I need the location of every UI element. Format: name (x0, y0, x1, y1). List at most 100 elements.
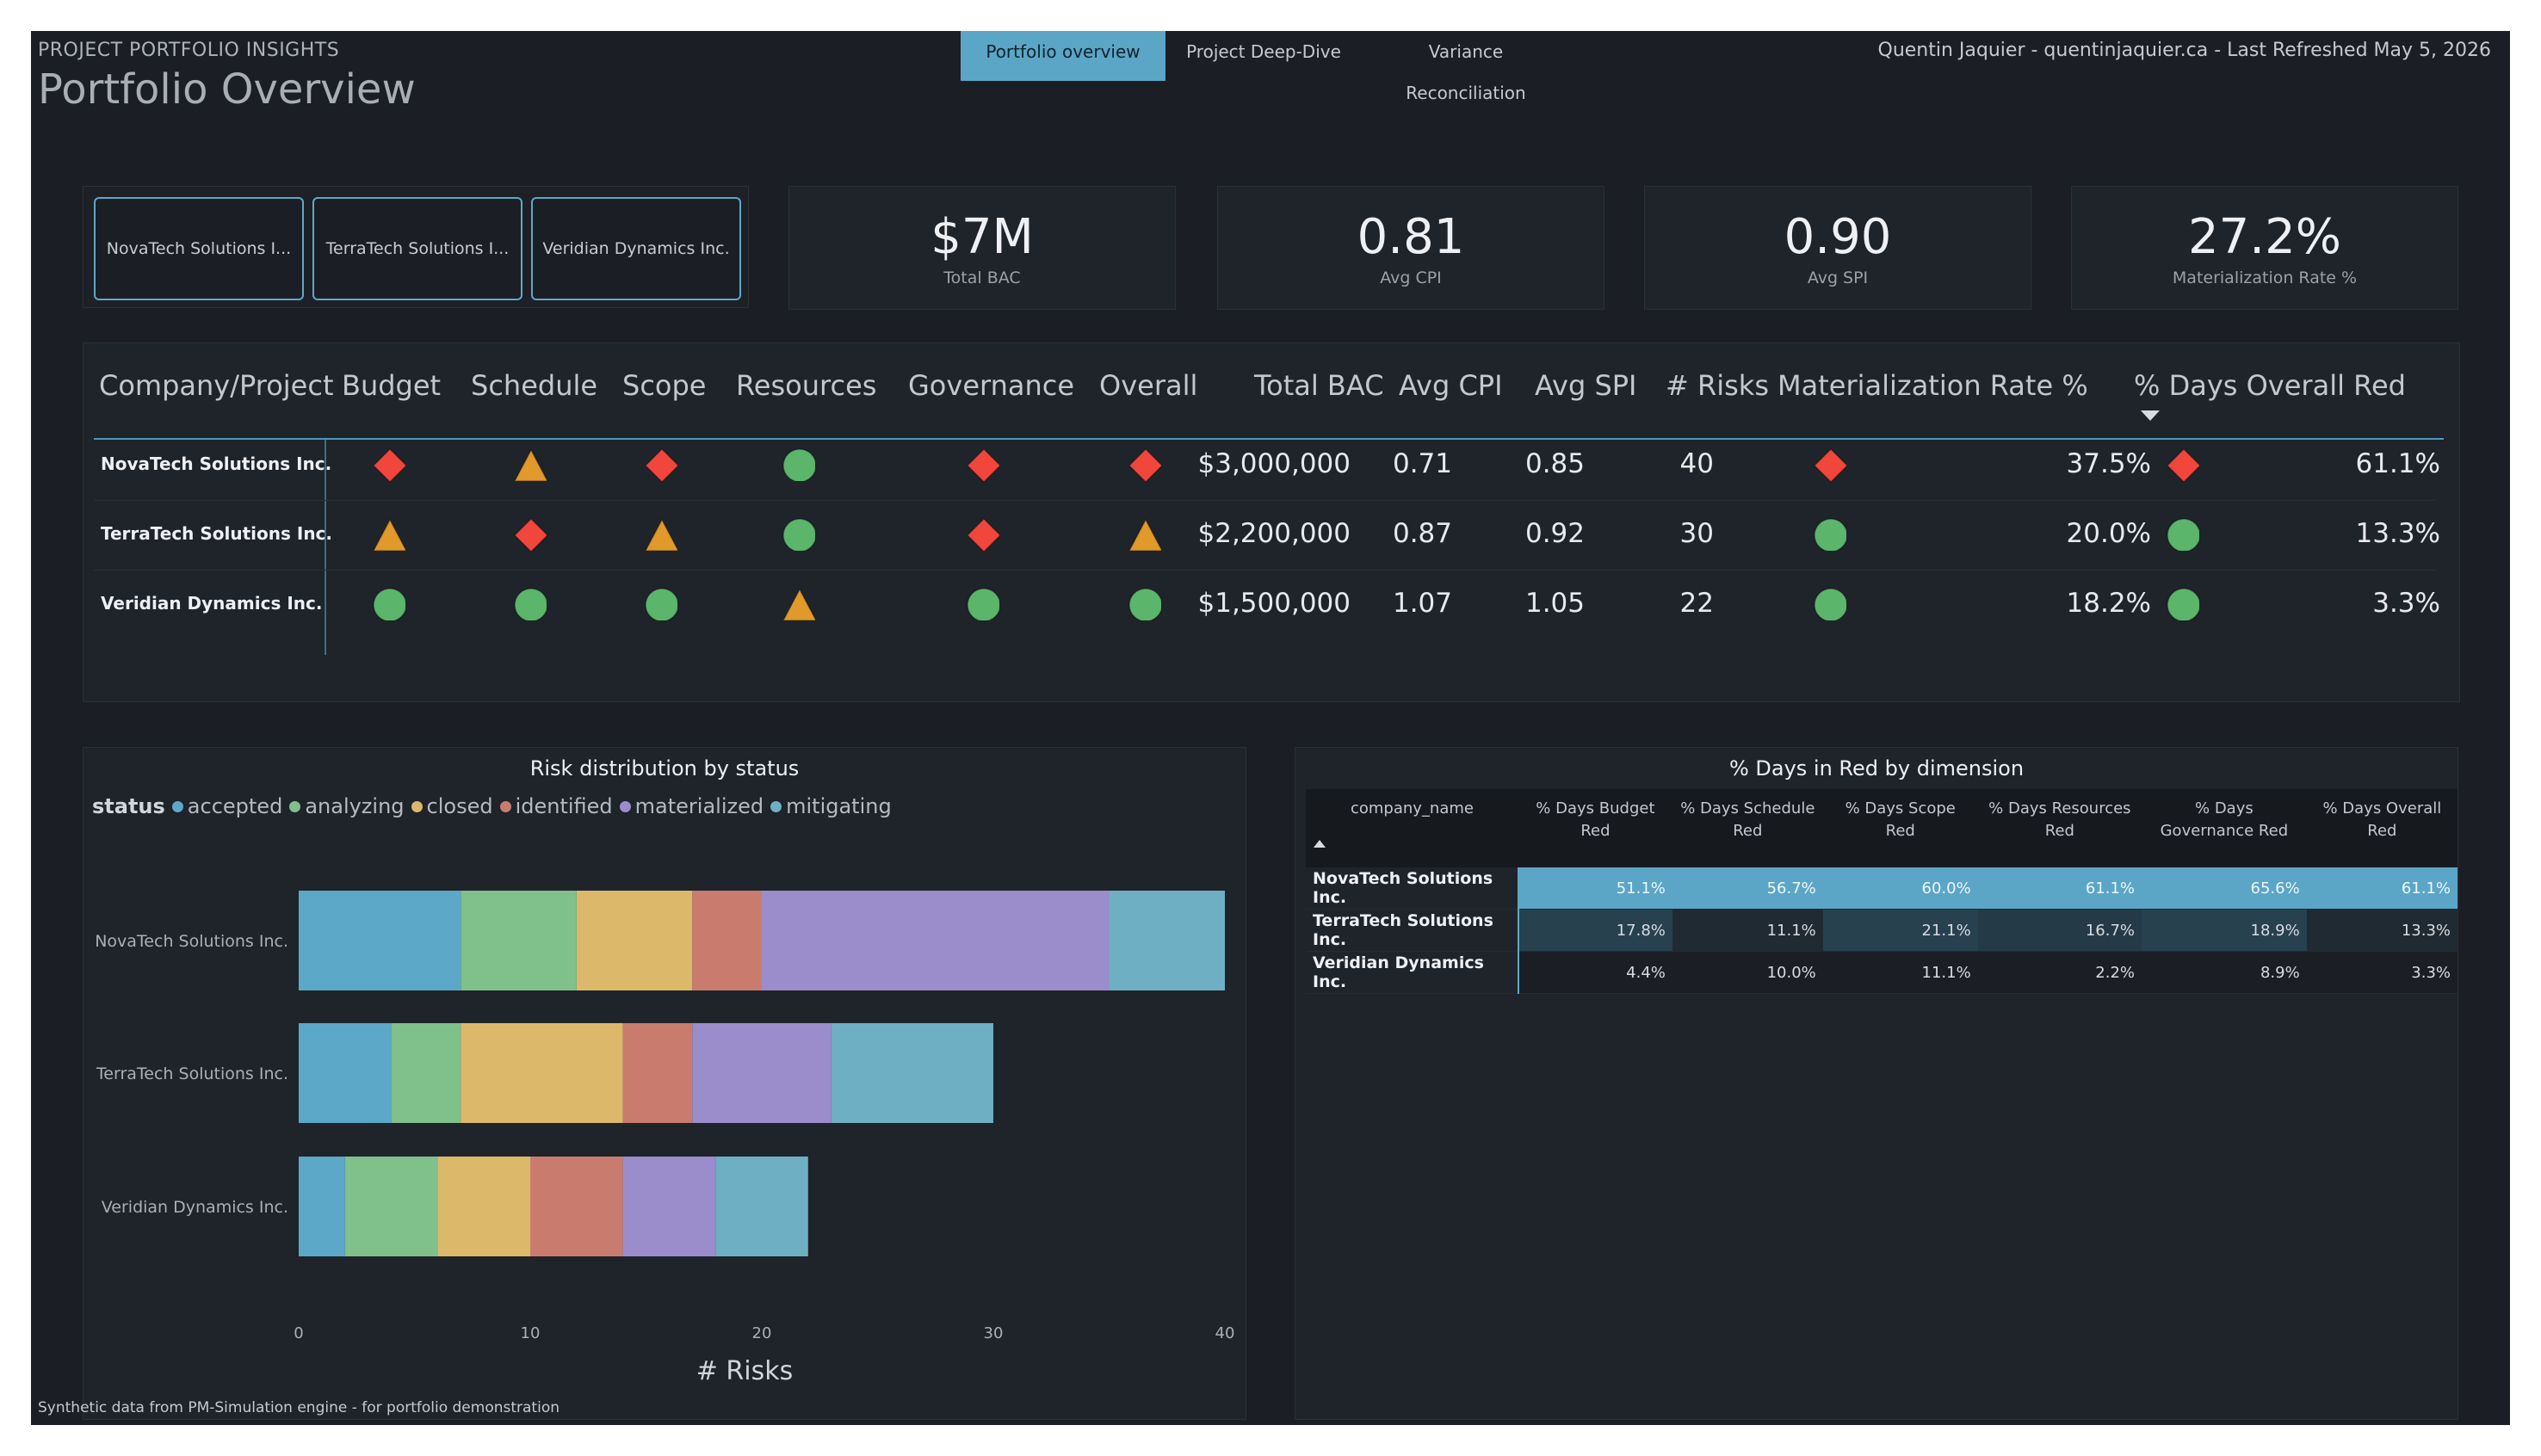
col-header-governance[interactable]: Governance (908, 369, 1075, 402)
bar-segment-mitigating[interactable] (1109, 891, 1226, 990)
bar-segment-analyzing[interactable] (391, 1023, 461, 1123)
row-company-name[interactable]: TerraTech Solutions Inc. (1306, 909, 1519, 952)
col-header-pct-6[interactable]: % Days Overall Red (2306, 789, 2458, 867)
col-header-label: % Days Resources Red (1988, 799, 2131, 840)
col-header-materialization-rate[interactable]: Materialization Rate % (1777, 369, 2088, 402)
col-header-pct-3[interactable]: % Days Scope Red (1822, 789, 1978, 867)
pct-cell: 10.0% (1672, 951, 1823, 994)
col-header-budget[interactable]: Budget (342, 369, 442, 402)
bar-segment-closed[interactable] (437, 1157, 530, 1256)
col-header-resources[interactable]: Resources (736, 369, 877, 402)
cell-materialization-rate: 20.0% (2066, 518, 2151, 549)
legend-item-materialized[interactable]: materialized (619, 794, 764, 818)
bar-segment-materialized[interactable] (692, 1023, 832, 1123)
row-divider (94, 570, 2435, 571)
bar-segment-mitigating[interactable] (715, 1157, 808, 1256)
col-header-company-name[interactable]: company_name (1306, 789, 1518, 867)
cell-total-bac: $3,000,000 (1197, 448, 1351, 479)
col-header-label: company_name (1350, 799, 1474, 817)
kpi-materialization-rate: 27.2% Materialization Rate % (2071, 186, 2458, 310)
col-header-scope[interactable]: Scope (622, 369, 707, 402)
chart-plot: NovaTech Solutions Inc. TerraTech Solutio… (95, 891, 1235, 1386)
bar-segment-analyzing[interactable] (461, 891, 577, 990)
bar-segment-accepted[interactable] (299, 1157, 345, 1256)
red-diamond-icon (372, 447, 405, 481)
legend-item-identified[interactable]: identified (499, 794, 613, 818)
legend-item-accepted[interactable]: accepted (171, 794, 283, 818)
pct-cell: 17.8% (1518, 909, 1672, 952)
bar-segment-identified[interactable] (622, 1023, 693, 1123)
row-company-name[interactable]: Veridian Dynamics Inc. (101, 593, 323, 614)
amber-triangle-icon (373, 518, 405, 551)
sort-asc-icon[interactable] (1314, 839, 1326, 848)
tab-portfolio-overview[interactable]: Portfolio overview (961, 31, 1165, 81)
row-company-name[interactable]: TerraTech Solutions Inc. (101, 523, 333, 544)
col-header-label: % Days Overall Red (2322, 799, 2442, 840)
filter-veridian-button[interactable]: Veridian Dynamics Inc. (531, 197, 741, 300)
bar-segment-materialized[interactable] (622, 1157, 716, 1256)
col-header-risks[interactable]: # Risks (1666, 369, 1769, 402)
red-diamond-icon (644, 447, 677, 481)
bar-segment-closed[interactable] (461, 1023, 623, 1123)
app-subtitle: PROJECT PORTFOLIO INSIGHTS (38, 40, 340, 61)
col-header-pct-1[interactable]: % Days Budget Red (1518, 789, 1672, 867)
row-company-name[interactable]: Veridian Dynamics Inc. (1306, 951, 1519, 994)
table-row[interactable]: TerraTech Solutions Inc. 17.8% 11.1% 21.1% 1… (1306, 909, 2458, 952)
table-row[interactable]: Veridian Dynamics Inc. 4.4% 10.0% 11.1% 2.2%… (1306, 951, 2458, 994)
kpi-total-bac: $7M Total BAC (788, 186, 1176, 310)
col-header-company[interactable]: Company/Project (99, 369, 334, 402)
bar-segment-identified[interactable] (530, 1157, 623, 1256)
col-header-schedule[interactable]: Schedule (471, 369, 598, 402)
bar-segment-mitigating[interactable] (831, 1023, 993, 1123)
cell-total-bac: $1,500,000 (1197, 588, 1351, 619)
col-header-total-bac[interactable]: Total BAC (1254, 369, 1384, 402)
legend-item-closed[interactable]: closed (411, 794, 493, 818)
tab-project-deep-dive[interactable]: Project Deep-Dive (1186, 41, 1341, 62)
pct-table-body: NovaTech Solutions Inc. 51.1% 56.7% 60.0% 61… (1306, 867, 2458, 994)
filter-terratech-button[interactable]: TerraTech Solutions I... (312, 197, 522, 300)
x-tick-label: 0 (294, 1324, 303, 1342)
row-company-name[interactable]: NovaTech Solutions Inc. (101, 453, 332, 474)
green-circle-icon (645, 588, 677, 620)
col-header-days-overall-red[interactable]: % Days Overall Red (2134, 369, 2406, 402)
tab-variance-reconciliation[interactable]: Variance Reconciliation (1406, 41, 1526, 103)
col-header-avg-spi[interactable]: Avg SPI (1535, 369, 1637, 402)
row-company-name[interactable]: NovaTech Solutions Inc. (1306, 867, 1519, 910)
kpi-label: Materialization Rate % (2172, 268, 2358, 287)
bar-segment-accepted[interactable] (299, 1023, 392, 1123)
table-row[interactable]: NovaTech Solutions Inc. 51.1% 56.7% 60.0% 61… (1306, 867, 2458, 910)
legend-swatch (289, 801, 301, 812)
bar-segment-analyzing[interactable] (344, 1157, 438, 1256)
pct-table-header-row: company_name % Days Budget Red % Days Sche… (1306, 789, 2458, 867)
red-diamond-icon (2166, 447, 2199, 481)
bar-segment-accepted[interactable] (299, 891, 461, 990)
x-tick-label: 40 (1215, 1324, 1235, 1342)
legend-swatch (770, 801, 782, 812)
bar-segment-identified[interactable] (692, 891, 762, 990)
legend-label: accepted (187, 794, 283, 818)
bar-segment-materialized[interactable] (762, 891, 1110, 990)
amber-triangle-icon (645, 518, 677, 551)
x-axis-label: # Risks (696, 1356, 794, 1386)
pct-cell: 56.7% (1672, 867, 1823, 910)
pct-cell: 4.4% (1518, 951, 1672, 994)
legend-label: identified (515, 794, 613, 818)
green-circle-icon (782, 448, 815, 481)
filter-novatech-button[interactable]: NovaTech Solutions I... (94, 197, 304, 300)
cell-risk-count: 22 (1679, 588, 1714, 619)
col-header-pct-4[interactable]: % Days Resources Red (1977, 789, 2142, 867)
col-header-avg-cpi[interactable]: Avg CPI (1399, 369, 1503, 402)
legend-item-analyzing[interactable]: analyzing (289, 794, 405, 818)
col-header-pct-2[interactable]: % Days Schedule Red (1672, 789, 1823, 867)
cell-avg-spi: 1.05 (1524, 588, 1585, 619)
legend-item-mitigating[interactable]: mitigating (770, 794, 892, 818)
bar-segment-closed[interactable] (576, 891, 693, 990)
pct-table-title: % Days in Red by dimension (1728, 756, 2025, 780)
chart-title: Risk distribution by status (529, 756, 800, 780)
col-header-pct-5[interactable]: % Days Governance Red (2142, 789, 2307, 867)
col-header-overall[interactable]: Overall (1099, 369, 1198, 402)
x-tick-label: 30 (984, 1324, 1004, 1342)
green-circle-icon (373, 588, 405, 620)
sort-desc-icon[interactable] (2141, 410, 2160, 423)
kpi-label: Avg SPI (1807, 268, 1869, 287)
